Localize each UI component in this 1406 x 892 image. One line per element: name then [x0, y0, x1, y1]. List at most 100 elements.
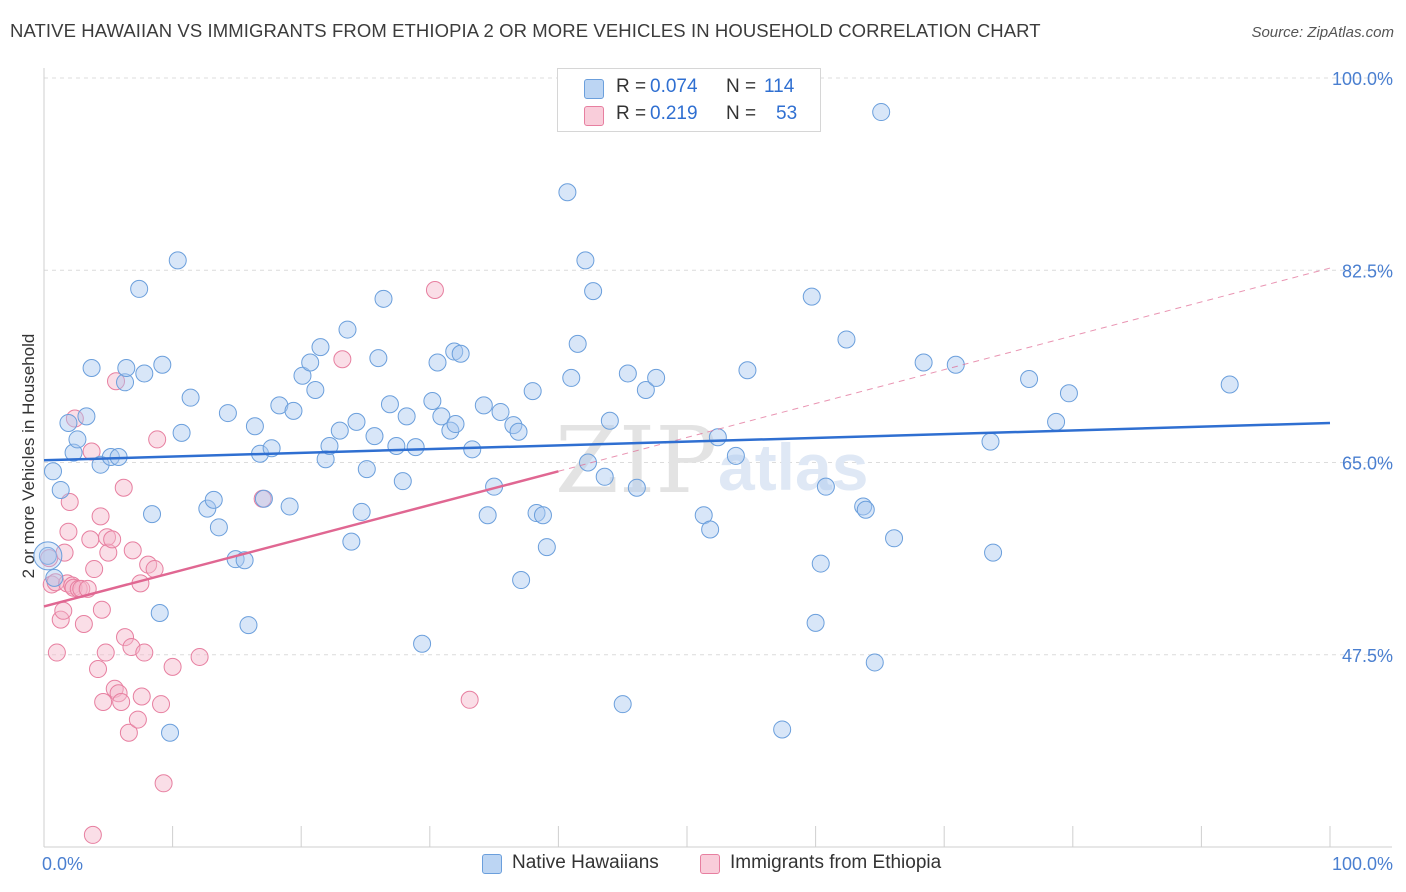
hawaiian-point	[600, 411, 619, 430]
ethiopia-point	[135, 643, 154, 662]
hawaiian-point	[91, 455, 110, 474]
ethiopia-point	[128, 710, 147, 729]
series-swatch-blue	[482, 854, 502, 874]
hawaiian-point	[738, 361, 757, 380]
hawaiian-point	[568, 334, 587, 353]
ethiopia-point	[60, 493, 79, 512]
hawaiian-point	[38, 546, 57, 565]
hawaiian-point	[320, 437, 339, 456]
legend-swatch-blue	[584, 79, 604, 99]
chart-title: NATIVE HAWAIIAN VS IMMIGRANTS FROM ETHIO…	[10, 20, 1041, 41]
ethiopia-point	[54, 601, 73, 620]
ethiopia-trend-extension	[558, 267, 1331, 472]
hawaiian-point	[357, 460, 376, 479]
series-swatch-pink	[700, 854, 720, 874]
legend-r-label: R =	[616, 76, 647, 97]
hawaiian-point	[451, 344, 470, 363]
hawaiian-point	[562, 368, 581, 387]
hawaiian-point	[1020, 370, 1039, 389]
hawaiian-point	[393, 472, 412, 491]
ethiopia-point	[119, 723, 138, 742]
legend-r-value: 0.074	[650, 76, 698, 97]
ethiopia-trend-line	[43, 470, 559, 608]
ethiopia-point	[152, 695, 171, 714]
hawaiian-point	[44, 462, 63, 481]
hawaiian-point	[143, 505, 162, 524]
ethiopia-point	[132, 687, 151, 706]
hawaiian-trend-line	[43, 421, 1331, 462]
series-label: Immigrants from Ethiopia	[730, 852, 942, 873]
hawaiian-point	[885, 529, 904, 548]
hawaiian-point	[51, 480, 70, 499]
hawaiian-point	[338, 320, 357, 339]
hawaiian-point	[584, 282, 603, 301]
hawaiian-point	[380, 395, 399, 414]
hawaiian-point	[811, 554, 830, 573]
hawaiian-point	[726, 446, 745, 465]
ethiopia-point	[333, 350, 352, 369]
hawaiian-point	[204, 490, 223, 509]
x-tick-label-max: 100.0%	[1332, 854, 1393, 874]
hawaiian-point	[463, 440, 482, 459]
ethiopia-point	[116, 628, 135, 647]
legend-r-label: R =	[616, 103, 647, 124]
watermark-atlas: atlas	[718, 430, 868, 504]
legend-n-value: 53	[776, 103, 798, 124]
ethiopia-point	[83, 825, 102, 844]
ethiopia-points	[40, 281, 479, 844]
hawaiian-point	[406, 438, 425, 457]
hawaiian-point	[374, 289, 393, 308]
hawaiian-point	[387, 437, 406, 456]
ethiopia-point	[460, 690, 479, 709]
hawaiian-point	[446, 415, 465, 434]
source-credit: Source: ZipAtlas.com	[1251, 24, 1394, 41]
hawaiian-point	[293, 366, 312, 385]
hawaiian-point	[245, 417, 264, 436]
hawaiian-point	[854, 497, 873, 516]
hawaiian-point	[301, 353, 320, 372]
hawaiian-point	[172, 423, 191, 442]
hawaiian-point	[397, 407, 416, 426]
ethiopia-point	[112, 692, 131, 711]
tick-labels: 47.5% 65.0% 82.5% 100.0% 0.0% 100.0%	[42, 69, 1393, 874]
hawaiian-point	[153, 355, 172, 374]
legend-n-value: 114	[764, 76, 795, 97]
hawaiian-point	[198, 499, 217, 518]
ethiopia-point	[190, 647, 209, 666]
y-tick-label: 100.0%	[1332, 69, 1393, 89]
y-axis-label: 2 or more Vehicles in Household	[19, 334, 38, 579]
hawaiian-point	[352, 502, 371, 521]
ethiopia-point	[74, 614, 93, 633]
ethiopia-point	[94, 692, 113, 711]
hawaiian-point	[512, 571, 531, 590]
x-tick-label-min: 0.0%	[42, 854, 83, 874]
hawaiian-point	[865, 653, 884, 672]
hawaiian-point	[509, 422, 528, 441]
ethiopia-point	[91, 507, 110, 526]
hawaiian-point	[478, 506, 497, 525]
legend-swatch-pink	[584, 106, 604, 126]
hawaiian-point	[491, 402, 510, 421]
ethiopia-point	[96, 643, 115, 662]
hawaiian-point	[181, 388, 200, 407]
hawaiian-point	[837, 330, 856, 349]
axes	[43, 68, 1392, 848]
hawaiian-point	[946, 355, 965, 374]
ethiopia-point	[107, 372, 126, 391]
hawaiian-point	[636, 380, 655, 399]
hawaiian-point	[413, 634, 432, 653]
legend-r-value: 0.219	[650, 103, 698, 124]
hawaiian-point	[981, 432, 1000, 451]
hawaiian-point	[576, 251, 595, 270]
hawaiian-point	[1059, 384, 1078, 403]
hawaiian-point	[984, 543, 1003, 562]
hawaiian-point	[45, 568, 64, 587]
hawaiian-point	[218, 404, 237, 423]
hawaiian-point	[239, 616, 258, 635]
y-tick-label: 47.5%	[1342, 646, 1393, 666]
hawaiian-point	[872, 103, 891, 122]
ethiopia-point	[81, 530, 100, 549]
hawaiian-point	[428, 353, 447, 372]
series-legend: Native Hawaiians Immigrants from Ethiopi…	[0, 852, 1406, 878]
